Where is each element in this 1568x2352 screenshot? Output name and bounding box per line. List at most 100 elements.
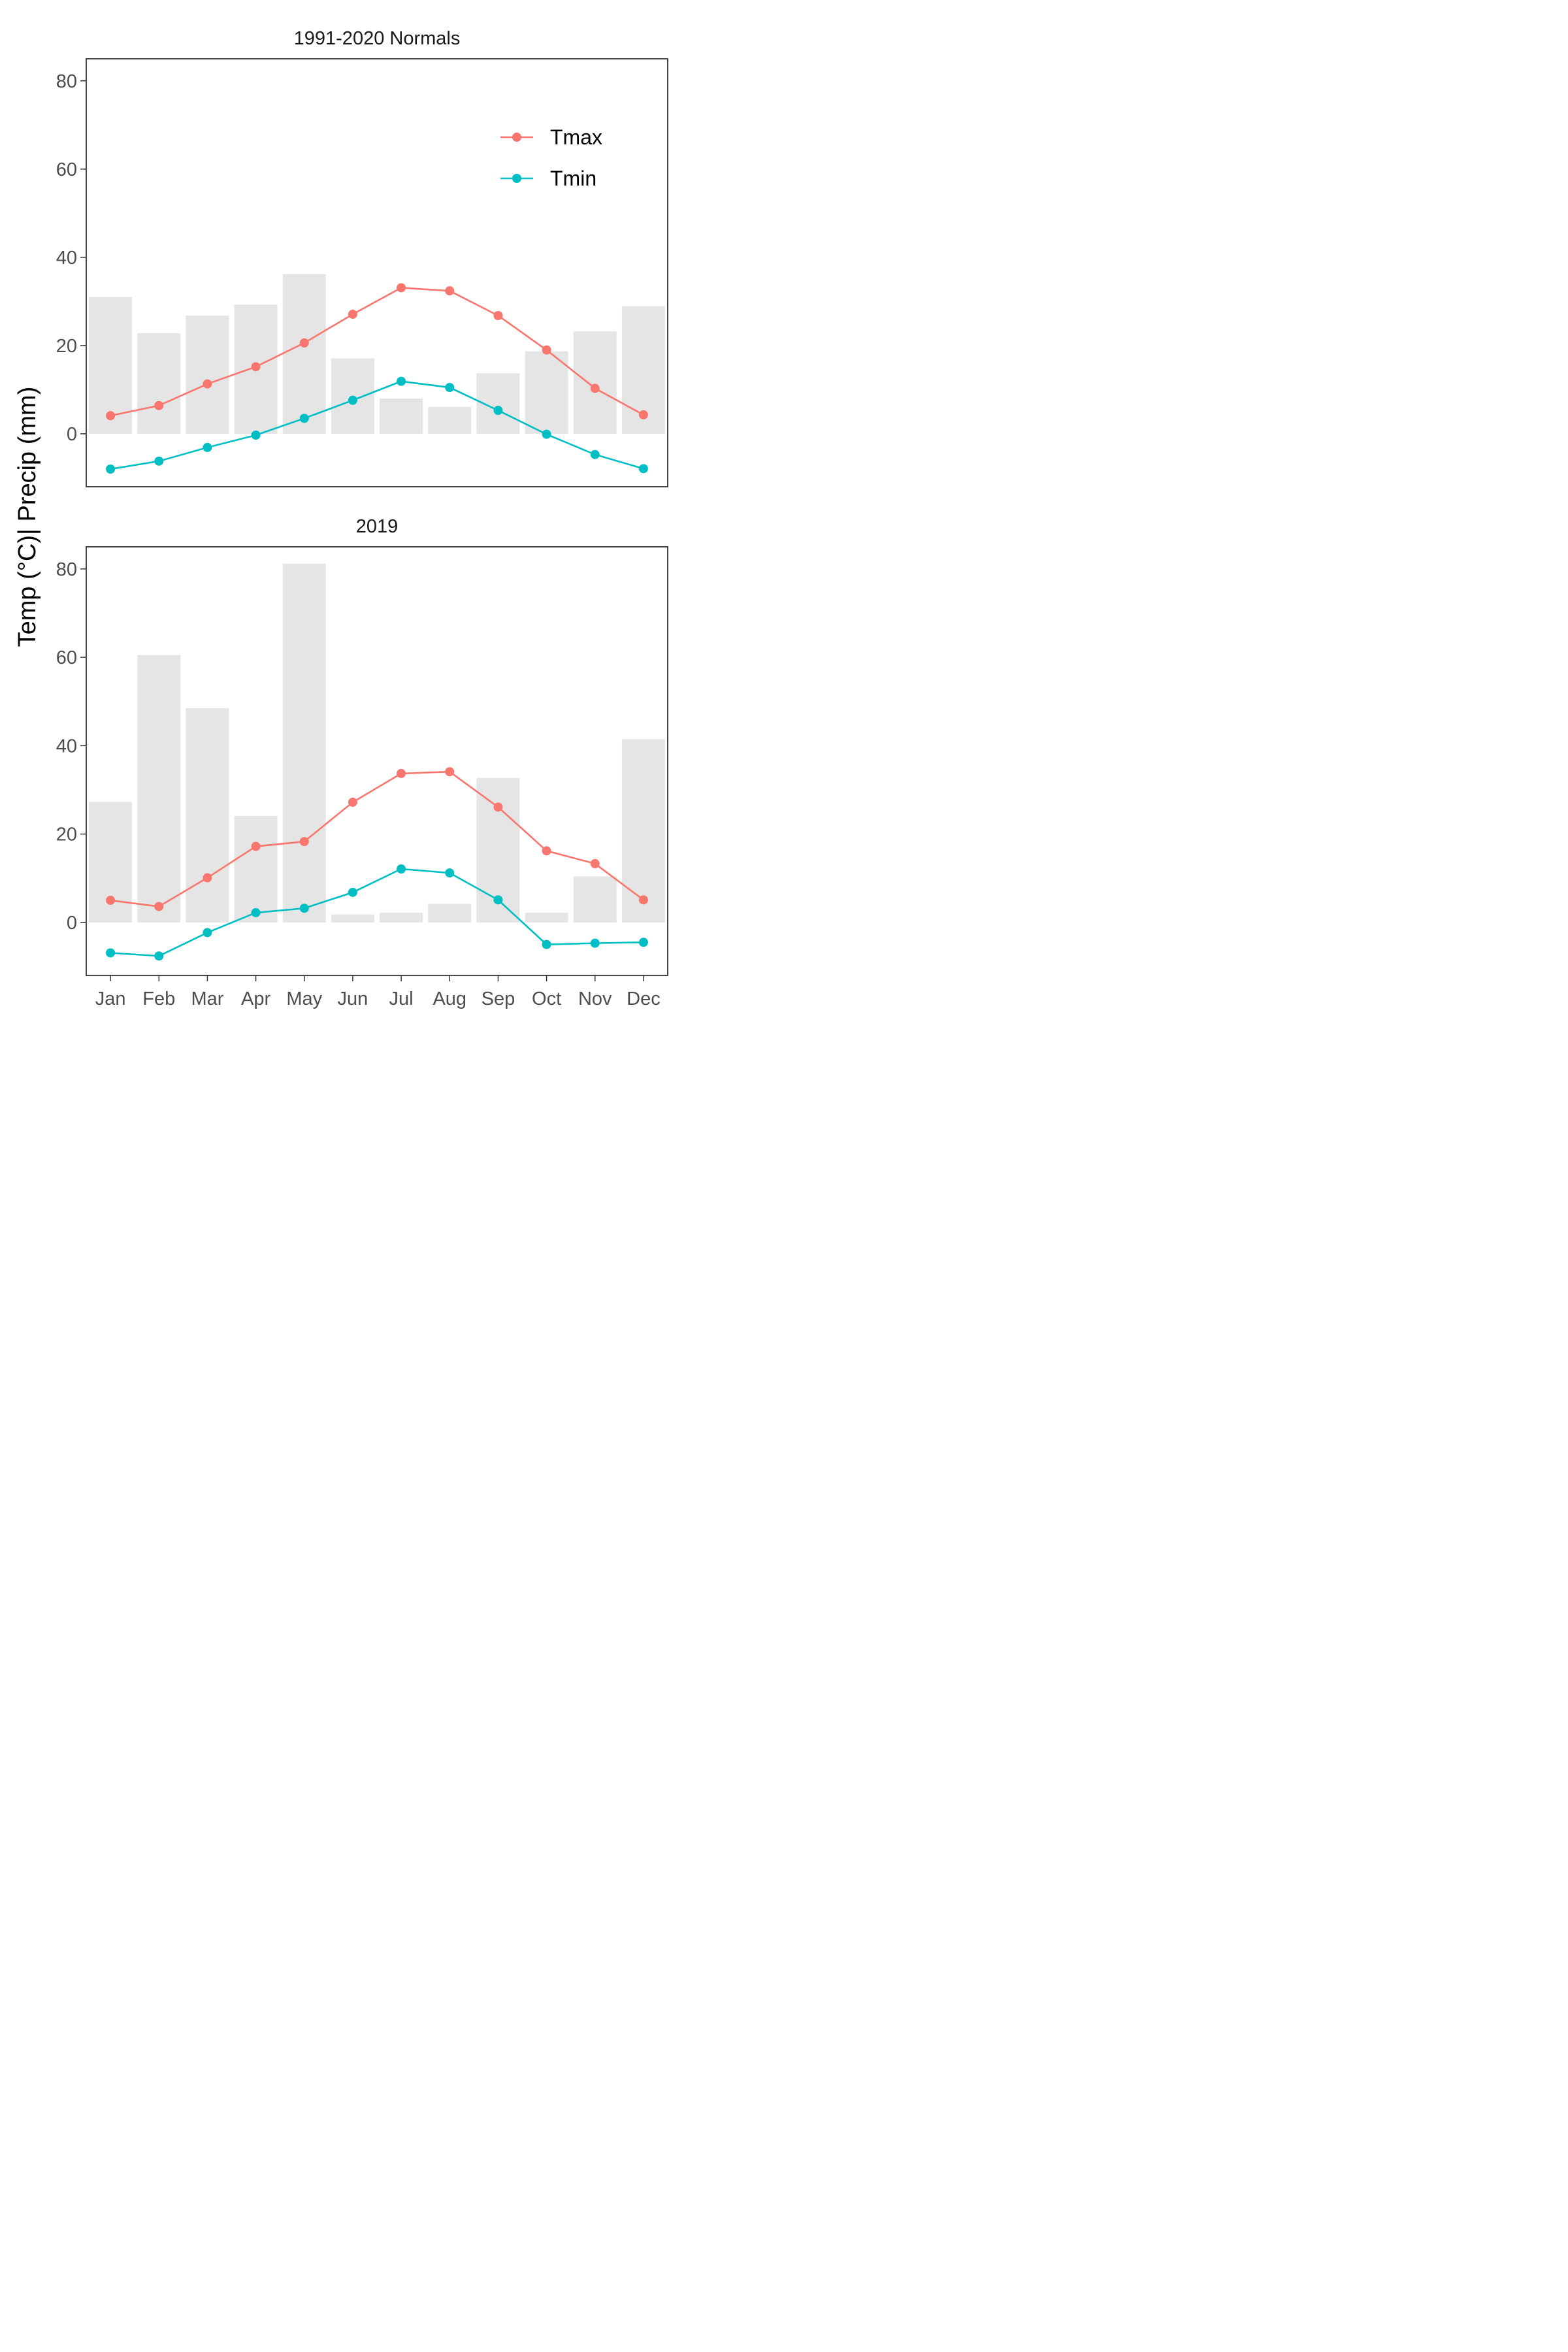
panel-title: 1991-2020 Normals xyxy=(294,28,461,49)
legend-label-tmax: Tmax xyxy=(550,125,602,149)
precip-bar-jul xyxy=(380,912,423,923)
x-tick-label-sep: Sep xyxy=(482,988,515,1009)
y-tick-label: 60 xyxy=(56,647,77,668)
x-tick-label-apr: Apr xyxy=(241,988,270,1009)
point-tmin-dec xyxy=(638,464,648,474)
y-tick-label: 80 xyxy=(56,71,77,92)
point-tmax-feb xyxy=(154,400,164,410)
point-tmax-jul xyxy=(397,283,406,293)
precip-bar-feb xyxy=(137,333,181,434)
x-tick-label-nov: Nov xyxy=(578,988,612,1009)
point-tmax-may xyxy=(299,338,309,348)
point-tmin-aug xyxy=(445,868,455,878)
x-tick-label-oct: Oct xyxy=(532,988,561,1009)
precip-bar-nov xyxy=(573,331,617,434)
panel-2: 2019 0 20 40 60 80 Jan Feb Mar Apr May Jun Jul Aug Sep… xyxy=(56,516,668,1009)
precip-bar-oct xyxy=(525,912,568,923)
y-axis-title: Temp (°C)| Precip (mm) xyxy=(14,387,41,647)
x-tick-label-may: May xyxy=(286,988,322,1009)
legend-label-tmin: Tmin xyxy=(550,167,596,190)
x-tick-label-dec: Dec xyxy=(627,988,661,1009)
precip-bar-aug xyxy=(428,406,472,434)
legend-key-point-tmin xyxy=(512,174,521,183)
precip-bar-jul xyxy=(380,398,423,434)
point-tmax-oct xyxy=(542,345,551,355)
precip-bar-feb xyxy=(137,655,181,923)
panel-border xyxy=(86,58,668,487)
point-tmax-dec xyxy=(638,410,648,419)
point-tmax-dec xyxy=(638,895,648,905)
series-line-tmax xyxy=(110,770,644,907)
precip-bar-may xyxy=(282,563,326,923)
y-tick-label: 0 xyxy=(67,913,77,934)
y-tick-label: 20 xyxy=(56,825,77,845)
point-tmin-nov xyxy=(590,938,600,948)
precip-bar-may xyxy=(282,274,326,434)
point-tmin-may xyxy=(299,904,309,913)
point-tmax-jun xyxy=(348,797,357,807)
point-tmax-mar xyxy=(203,379,212,389)
point-tmin-jul xyxy=(397,864,406,874)
point-tmin-apr xyxy=(251,907,261,917)
point-tmax-apr xyxy=(251,362,261,372)
point-tmin-jan xyxy=(106,948,116,958)
x-tick-label-mar: Mar xyxy=(191,988,223,1009)
precip-bar-oct xyxy=(525,351,568,434)
x-tick-label-feb: Feb xyxy=(142,988,175,1009)
x-tick-label-jan: Jan xyxy=(95,988,126,1009)
precip-bar-mar xyxy=(186,708,229,923)
point-tmax-nov xyxy=(590,858,600,868)
point-tmin-sep xyxy=(493,895,503,905)
precip-bar-nov xyxy=(573,876,617,923)
precip-bar-apr xyxy=(234,815,278,923)
y-tick-label: 0 xyxy=(67,424,77,445)
x-tick-label-jul: Jul xyxy=(389,988,414,1009)
x-tick-label-jun: Jun xyxy=(338,988,368,1009)
precip-bar-jun xyxy=(331,914,374,923)
precip-bar-jan xyxy=(89,297,133,434)
point-tmin-mar xyxy=(203,442,212,452)
series-line-tmin xyxy=(110,868,644,957)
point-tmin-mar xyxy=(203,928,212,938)
point-tmin-feb xyxy=(154,456,164,466)
point-tmax-oct xyxy=(542,846,551,856)
y-tick-label: 80 xyxy=(56,559,77,580)
point-tmax-may xyxy=(299,837,309,847)
point-tmax-jun xyxy=(348,309,357,319)
panel-title: 2019 xyxy=(356,516,399,537)
precip-bar-mar xyxy=(186,316,229,434)
point-tmin-jan xyxy=(106,464,116,474)
point-tmin-dec xyxy=(638,938,648,947)
point-tmax-sep xyxy=(493,802,503,812)
y-tick-label: 60 xyxy=(56,159,77,180)
point-tmin-may xyxy=(299,414,309,423)
point-tmin-oct xyxy=(542,939,551,949)
point-tmax-apr xyxy=(251,841,261,851)
point-tmax-aug xyxy=(445,767,455,777)
point-tmax-jan xyxy=(106,896,116,906)
point-tmin-sep xyxy=(493,406,503,416)
point-tmin-jul xyxy=(397,376,406,386)
y-tick-label: 40 xyxy=(56,736,77,757)
point-tmax-feb xyxy=(154,902,164,911)
series-line-tmax xyxy=(110,287,644,417)
point-tmax-jan xyxy=(106,411,116,421)
point-tmin-nov xyxy=(590,449,600,459)
point-tmin-oct xyxy=(542,429,551,439)
point-tmax-nov xyxy=(590,384,600,393)
point-tmin-apr xyxy=(251,430,261,440)
point-tmax-aug xyxy=(445,286,455,296)
point-tmin-jun xyxy=(348,887,357,897)
series-line-tmin xyxy=(110,380,644,470)
panel-1: 1991-2020 Normals 0 20 40 60 80 Tmax Tmin xyxy=(56,28,668,487)
legend: Tmax Tmin xyxy=(500,125,602,190)
chart-panels: 1991-2020 Normals020406080TmaxTmin201902… xyxy=(56,28,668,1009)
point-tmin-jun xyxy=(348,395,357,405)
x-tick-label-aug: Aug xyxy=(433,988,466,1009)
climate-chart: Temp (°C)| Precip (mm) 1991-2020 Normals… xyxy=(14,28,668,1009)
y-tick-label: 20 xyxy=(56,336,77,357)
precip-bar-dec xyxy=(621,739,665,923)
y-tick-label: 40 xyxy=(56,248,77,269)
point-tmin-aug xyxy=(445,383,455,393)
point-tmax-jul xyxy=(397,768,406,778)
